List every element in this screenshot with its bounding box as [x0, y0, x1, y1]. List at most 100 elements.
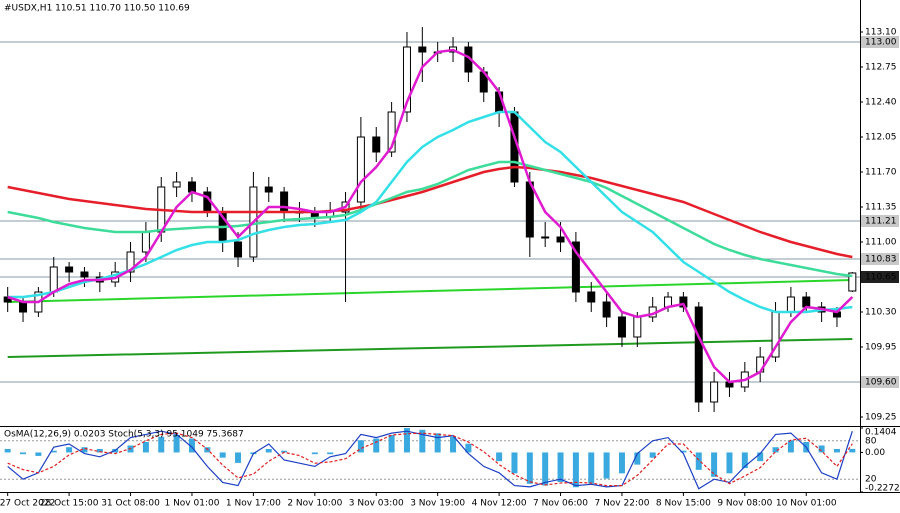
histogram-bar [818, 445, 825, 453]
histogram-bar [81, 447, 88, 453]
histogram-bar [4, 448, 11, 453]
level-label: 113.00 [865, 38, 897, 48]
histogram-bar [188, 438, 195, 453]
candle-body [541, 236, 550, 239]
histogram-bar [20, 452, 27, 455]
candle-body [280, 191, 289, 213]
x-tick-label: 1 Nov 01:00 [164, 499, 219, 509]
candle-body [402, 46, 411, 113]
candle-body [187, 181, 196, 193]
candle-body [126, 251, 135, 273]
candle-body [19, 301, 28, 313]
moving-average [7, 48, 854, 384]
histogram-bar [173, 435, 180, 453]
histogram-bar [327, 452, 334, 455]
level-box [861, 253, 899, 265]
candle-body [679, 296, 688, 308]
histogram-bar [787, 440, 794, 453]
stochastic-line [7, 430, 853, 490]
histogram-bar [526, 452, 533, 484]
candle-body [387, 111, 396, 153]
moving-average [7, 165, 853, 259]
histogram-bar [572, 452, 579, 488]
histogram-bar [465, 443, 472, 453]
histogram-bar [711, 452, 718, 477]
x-tick-label: 3 Nov 03:00 [349, 499, 404, 509]
histogram-bar [142, 441, 149, 453]
histogram-bar [496, 452, 503, 462]
level-box [861, 376, 899, 388]
histogram-bar [588, 452, 595, 484]
candle-body [49, 266, 58, 293]
x-tick-label: 31 Oct 08:00 [101, 499, 160, 509]
y-tick-label: 111.00 [865, 238, 897, 248]
histogram-bar [403, 428, 410, 453]
y-tick-label: -0.2272 [865, 484, 900, 494]
y2-tick-label: 80 [865, 436, 877, 446]
histogram-bar [603, 452, 610, 479]
level-label: 110.65 [865, 273, 897, 283]
histogram-bar [680, 450, 687, 453]
histogram-bar [281, 450, 288, 453]
y-tick-label: 0.1404 [865, 428, 897, 438]
candle-body [710, 381, 719, 403]
candle-body [633, 316, 642, 338]
candle-body [525, 181, 534, 238]
histogram-bar [849, 448, 856, 453]
y-tick-label: 109.95 [865, 343, 897, 353]
histogram-bar [542, 452, 549, 486]
histogram-bar [741, 452, 748, 469]
histogram-bar [833, 448, 840, 453]
candle-body [571, 241, 580, 293]
candle-body [264, 186, 273, 193]
level-box [861, 36, 899, 48]
candle-body [3, 296, 12, 303]
candle-body [556, 236, 565, 243]
x-tick-label: 3 Nov 19:00 [410, 499, 465, 509]
histogram-bar [311, 452, 318, 455]
candle-body [172, 181, 181, 188]
x-tick-label: 7 Nov 06:00 [533, 499, 588, 509]
y-tick-label: 110.30 [865, 308, 897, 318]
y-tick-label: 112.75 [865, 63, 897, 73]
histogram-bar [419, 429, 426, 453]
x-tick-label: 10 Nov 01:00 [776, 499, 837, 509]
stochastic-line [7, 432, 853, 487]
y-tick-label: 109.25 [865, 413, 897, 423]
histogram-bar [235, 452, 242, 463]
y-tick-label: 111.70 [865, 168, 897, 178]
histogram-bar [50, 450, 57, 453]
x-tick-label: 7 Nov 22:00 [594, 499, 649, 509]
histogram-bar [96, 448, 103, 453]
x-tick-label: 8 Nov 15:00 [656, 499, 711, 509]
histogram-bar [357, 440, 364, 453]
histogram-bar [66, 447, 73, 453]
candle-body [141, 231, 150, 253]
histogram-bar [511, 452, 518, 474]
trend-line [7, 338, 853, 358]
level-label: 110.83 [865, 255, 897, 265]
candle-body [65, 266, 74, 273]
x-tick-label: 1 Nov 17:00 [226, 499, 281, 509]
candle-body [418, 46, 427, 53]
x-tick-label: 2 Nov 10:00 [287, 499, 342, 509]
histogram-bar [450, 436, 457, 453]
histogram-bar [35, 452, 42, 456]
x-tick-label: 28 Oct 15:00 [40, 499, 99, 509]
histogram-bar [618, 452, 625, 474]
histogram-bar [649, 452, 656, 458]
candle-body [694, 306, 703, 403]
y-tick-label: 111.35 [865, 203, 897, 213]
histogram-bar [757, 452, 764, 462]
histogram-bar [634, 452, 641, 465]
candle-body [372, 136, 381, 153]
level-box [861, 215, 899, 227]
candle-body [234, 241, 243, 258]
y-tick-label: 112.40 [865, 98, 897, 108]
y2-tick-label: 20 [865, 475, 877, 485]
indicator-title: OsMA(12,26,9) 0.0203 Stoch(5,3,3) 95.104… [4, 430, 244, 440]
histogram-bar [265, 448, 272, 453]
moving-average [7, 160, 853, 278]
candle-body [802, 296, 811, 308]
